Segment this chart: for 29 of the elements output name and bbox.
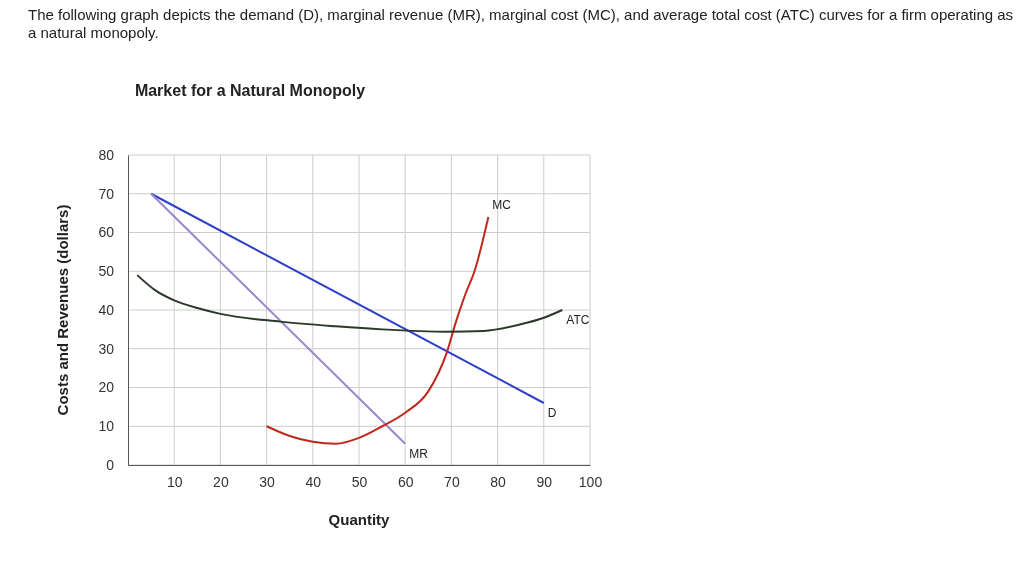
- series-label: MC: [492, 198, 512, 212]
- x-tick-label: 30: [259, 473, 276, 490]
- chart-title: Market for a Natural Monopoly: [134, 82, 366, 99]
- x-tick-label: 80: [490, 473, 507, 490]
- y-tick-label: 80: [98, 146, 115, 163]
- x-tick-label: 40: [305, 473, 322, 490]
- series-label: MR: [409, 446, 429, 461]
- line-series: [136, 274, 564, 333]
- y-tick-label: 10: [98, 418, 115, 435]
- x-tick-label: 70: [444, 473, 460, 490]
- x-tick-label: 20: [213, 473, 229, 490]
- x-axis-title: Quantity: [328, 511, 391, 528]
- y-tick-label: 40: [98, 301, 115, 318]
- y-tick-label: 60: [98, 224, 115, 241]
- y-tick-label: 20: [98, 379, 115, 396]
- line-series: [265, 216, 490, 445]
- x-tick-label: 50: [351, 473, 368, 490]
- y-tick-label: 50: [98, 263, 115, 280]
- x-tick-label: 10: [166, 473, 183, 490]
- series-label: D: [547, 406, 557, 420]
- y-axis-title: Costs and Revenues (dollars): [54, 204, 71, 416]
- text: The following graph depicts the demand (D), marginal revenue (MR), marginal cost (MC), and average total cost (ATC) curves for a firm operating as a natural monopoly.: [28, 6, 1015, 42]
- x-tick-label: 60: [397, 473, 414, 490]
- y-tick-label: 30: [98, 340, 115, 357]
- y-tick-label: 0: [106, 456, 115, 473]
- x-tick-label: 100: [578, 473, 603, 490]
- series-label: ATC: [566, 313, 590, 327]
- y-tick-label: 70: [98, 185, 115, 202]
- x-tick-label: 90: [536, 473, 553, 490]
